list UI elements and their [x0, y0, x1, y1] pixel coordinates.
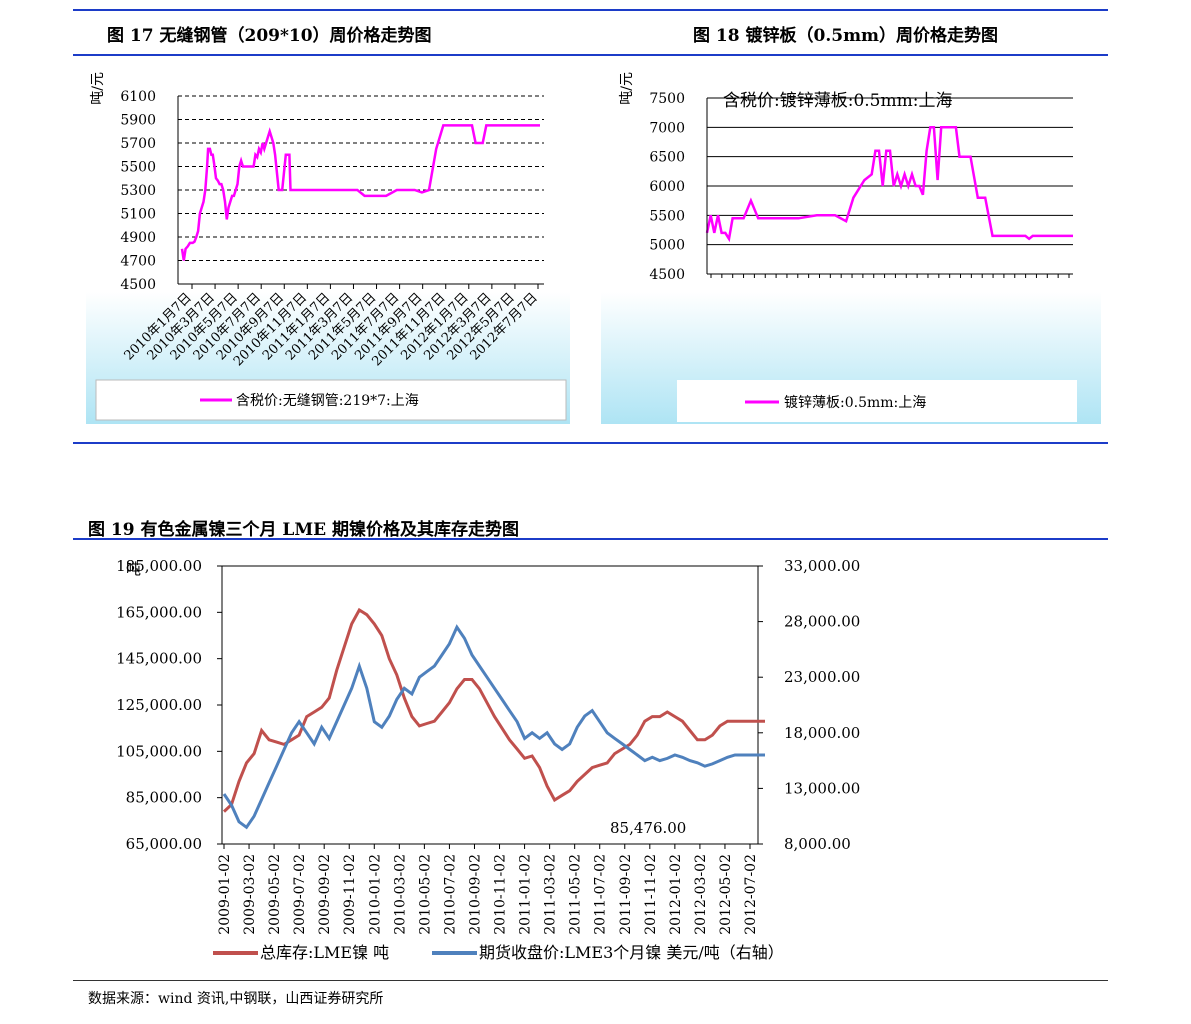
fig19-xtick: 2009-03-02: [242, 854, 258, 935]
fig19-xtick: 2009-05-02: [267, 854, 283, 935]
fig19-caption-rule: [73, 538, 1108, 540]
fig19-xtick: 2012-05-02: [718, 854, 734, 935]
fig19-price-line: [222, 624, 765, 830]
fig19-ytick: 105,000.00: [116, 742, 202, 760]
fig17-ytick: 5100: [120, 207, 156, 223]
fig19-y2tick: 18,000.00: [784, 724, 860, 742]
fig18-ytick: 5000: [649, 238, 685, 254]
fig19-xtick: 2011-01-02: [518, 854, 534, 935]
fig17-svg: 吨/元 4500 4700 4900 5100 5300 5500 5700 5900 6100…: [86, 72, 570, 424]
fig18-series-line: [705, 126, 1073, 243]
fig17-ytick: 4700: [120, 254, 156, 270]
fig19-xtick: 2010-05-02: [417, 854, 433, 935]
mid-rule: [73, 442, 1108, 444]
fig18-series-title: 含税价:镀锌薄板:0.5mm:上海: [723, 91, 952, 111]
fig18-ytick: 7500: [649, 91, 685, 107]
fig18-ytick: 6000: [649, 179, 685, 195]
fig17-unit: 吨/元: [90, 72, 106, 105]
fig18-svg: 吨/元 4500 5000 5500 6000 6500 7000 7500 含税价:镀锌薄…: [601, 72, 1101, 424]
fig19-legend-price: 期货收盘价:LME3个月镍 美元/吨（右轴）: [479, 943, 784, 962]
fig17-legend-box: [95, 379, 567, 421]
fig19-xtick: 2012-03-02: [693, 854, 709, 935]
fig19-xtick: 2012-01-02: [668, 854, 684, 935]
fig19-xtick: 2011-11-02: [643, 854, 659, 935]
fig19-xtick: 2010-07-02: [442, 854, 458, 935]
fig19-xtick: 2011-05-02: [568, 854, 584, 935]
fig19-ytick: 185,000.00: [116, 557, 202, 575]
fig19-ytick: 85,000.00: [126, 789, 202, 807]
fig18-ytick: 4500: [649, 267, 685, 283]
top-rule: [73, 9, 1108, 11]
fig17-caption: 图 17 无缝钢管（209*10）周价格走势图: [107, 26, 432, 46]
fig17-ytick: 5300: [120, 183, 156, 199]
fig19-xtick: 2010-09-02: [467, 854, 483, 935]
fig19-xtick: 2010-11-02: [493, 854, 509, 935]
source-note: 数据来源：wind 资讯,中钢联，山西证券研究所: [88, 991, 384, 1007]
fig19-xtick: 2011-09-02: [618, 854, 634, 935]
fig17-ytick: 5700: [120, 136, 156, 152]
caption-rule: [73, 54, 1108, 56]
fig19-xtick: 2011-03-02: [543, 854, 559, 935]
fig17-ytick: 4500: [120, 277, 156, 293]
fig19-xtick: 2009-01-02: [217, 854, 233, 935]
fig19-xtick: 2011-07-02: [593, 854, 609, 935]
fig19-y2tick: 8,000.00: [784, 835, 851, 853]
fig17-legend-label: 含税价:无缝钢管:219*7:上海: [236, 393, 419, 409]
fig17-series-line: [180, 124, 540, 261]
fig17-chart: 吨/元 4500 4700 4900 5100 5300 5500 5700 5900 6100…: [86, 62, 570, 424]
fig18-chart: 吨/元 4500 5000 5500 6000 6500 7000 7500 含税价:镀锌薄…: [601, 62, 1101, 424]
fig17-ytick: 4900: [120, 230, 156, 246]
fig19-y2tick: 23,000.00: [784, 668, 860, 686]
fig19-xtick: 2009-07-02: [292, 854, 308, 935]
fig18-unit: 吨/元: [619, 72, 635, 105]
fig19-xtick: 2010-03-02: [392, 854, 408, 935]
fig18-legend-label: 镀锌薄板:0.5mm:上海: [784, 394, 926, 411]
fig19-inventory-line: [222, 607, 765, 813]
fig18-legend-box: [677, 380, 1077, 422]
fig17-ytick: 6100: [120, 89, 156, 105]
fig19-annotation: 85,476.00: [610, 819, 686, 837]
fig19-xtick: 2009-11-02: [342, 854, 358, 935]
fig19-ytick: 65,000.00: [126, 835, 202, 853]
fig17-ytick: 5900: [120, 113, 156, 129]
fig19-y2tick: 33,000.00: [784, 557, 860, 575]
bottom-rule: [73, 980, 1108, 981]
fig19-xtick: 2009-09-02: [317, 854, 333, 935]
fig17-ytick: 5500: [120, 160, 156, 176]
fig18-ytick: 7000: [649, 120, 685, 136]
fig19-svg: 65,000.00 85,000.00 105,000.00 125,000.00 14…: [116, 557, 860, 962]
fig19-xtick: 2010-01-02: [367, 854, 383, 935]
fig19-ytick: 165,000.00: [116, 603, 202, 621]
fig19-ytick: 145,000.00: [116, 650, 202, 668]
fig18-ytick: 6500: [649, 150, 685, 166]
fig19-caption: 图 19 有色金属镍三个月 LME 期镍价格及其库存走势图: [88, 520, 520, 540]
fig19-plot-area: [221, 565, 759, 845]
fig19-y2tick: 28,000.00: [784, 613, 860, 631]
fig19-ytick: 125,000.00: [116, 696, 202, 714]
fig19-chart: 65,000.00 85,000.00 105,000.00 125,000.00 14…: [80, 550, 1110, 970]
fig19-legend-inventory: 总库存:LME镍 吨: [260, 943, 389, 962]
fig18-ytick: 5500: [649, 208, 685, 224]
fig19-y2tick: 13,000.00: [784, 779, 860, 797]
fig19-xtick: 2012-07-02: [743, 854, 759, 935]
fig19-left-unit: 吨: [126, 560, 141, 578]
fig18-caption: 图 18 镀锌板（0.5mm）周价格走势图: [693, 26, 999, 46]
